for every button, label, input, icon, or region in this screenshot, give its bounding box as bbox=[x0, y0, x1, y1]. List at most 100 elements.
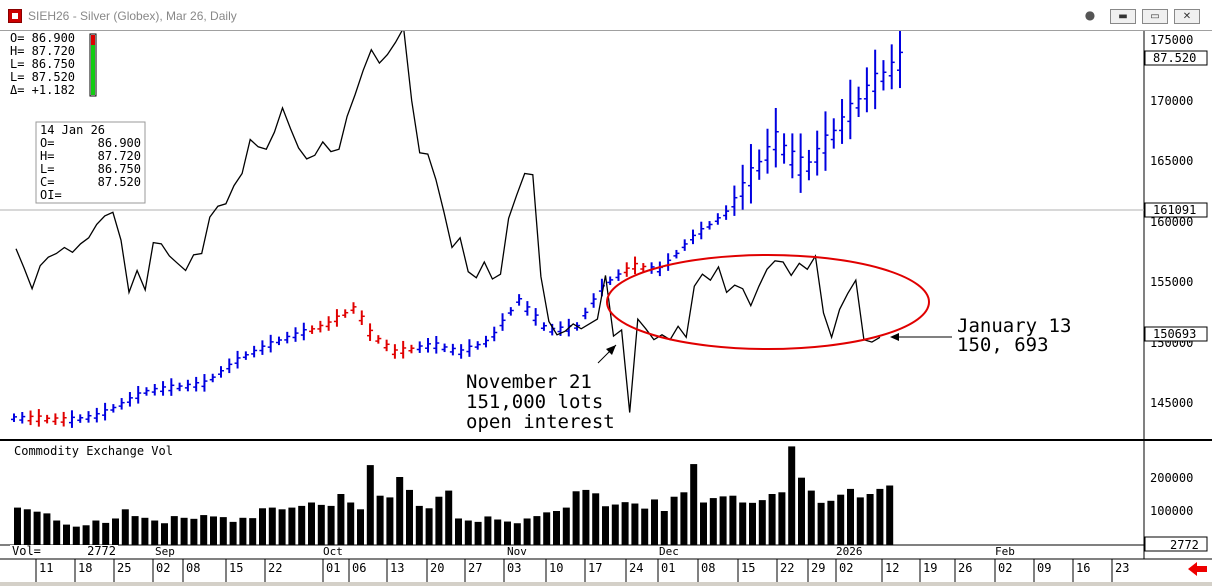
volume-bar bbox=[543, 512, 551, 545]
price-bar bbox=[847, 79, 854, 140]
volume-bar bbox=[121, 509, 129, 545]
volume-bar bbox=[474, 521, 482, 545]
close-button[interactable]: ✕ bbox=[1174, 9, 1200, 24]
price-axis[interactable]: 175000 170000 165000 160000 155000 15000… bbox=[1144, 33, 1208, 410]
volume-bar bbox=[817, 502, 825, 545]
open-interest-line bbox=[15, 25, 881, 413]
price-bar bbox=[408, 344, 415, 354]
day-tick-label: 15 bbox=[741, 561, 755, 575]
price-tick-155000: 155000 bbox=[1150, 275, 1193, 289]
window-titlebar: SIEH26 - Silver (Globex), Mar 26, Daily … bbox=[0, 0, 1212, 31]
volume-bar bbox=[876, 488, 884, 545]
day-tick-label: 24 bbox=[629, 561, 643, 575]
price-bar bbox=[193, 376, 200, 392]
day-tick-label: 29 bbox=[811, 561, 825, 575]
price-bar bbox=[491, 326, 498, 342]
price-bar bbox=[110, 404, 117, 413]
ohlc-corner-readout: O= 86.900 H= 87.720 L= 86.750 L= 87.520 … bbox=[10, 31, 97, 97]
volume-bar bbox=[190, 518, 198, 545]
day-tick-label: 16 bbox=[1076, 561, 1090, 575]
price-bar bbox=[309, 325, 316, 334]
minimize-button[interactable]: ▬ bbox=[1110, 9, 1136, 24]
price-bar bbox=[375, 335, 382, 344]
price-bar bbox=[540, 322, 547, 331]
info-val-l: 86.750 bbox=[98, 162, 141, 176]
info-key-h: H= bbox=[40, 149, 54, 163]
volume-bar bbox=[700, 502, 707, 545]
volume-bar bbox=[611, 504, 619, 545]
price-bar bbox=[126, 392, 133, 407]
price-bar bbox=[822, 111, 829, 171]
volume-bar bbox=[680, 492, 688, 545]
day-tick-label: 23 bbox=[1115, 561, 1129, 575]
volume-bar bbox=[709, 498, 717, 545]
corner-line-h: H= 87.720 bbox=[10, 44, 75, 58]
range-gauge-green bbox=[91, 45, 95, 95]
price-bar bbox=[102, 402, 109, 421]
price-bar bbox=[242, 351, 249, 360]
price-bar bbox=[292, 327, 299, 342]
price-tick-145000: 145000 bbox=[1150, 396, 1193, 410]
chart-window[interactable]: November 21 151,000 lots open interest J… bbox=[0, 25, 1212, 582]
price-bar bbox=[383, 339, 390, 352]
volume-bar bbox=[660, 511, 668, 545]
jan13-annotation: January 13 150, 693 bbox=[957, 315, 1071, 356]
price-bar bbox=[234, 350, 241, 369]
volume-bar bbox=[827, 500, 835, 545]
price-bar bbox=[325, 316, 332, 331]
info-box: 14 Jan 26 O= 86.900 H= 87.720 L= 86.750 … bbox=[35, 121, 146, 204]
price-bar bbox=[640, 263, 647, 272]
price-tick-165000: 165000 bbox=[1150, 154, 1193, 168]
scroll-left-arrow-icon[interactable] bbox=[1188, 562, 1207, 576]
price-bar bbox=[747, 144, 754, 204]
day-tick-label: 06 bbox=[352, 561, 366, 575]
price-bar bbox=[317, 320, 324, 333]
price-chart[interactable]: November 21 151,000 lots open interest J… bbox=[0, 25, 1212, 582]
volume-bar bbox=[376, 495, 384, 545]
volume-bar bbox=[807, 490, 815, 545]
volume-panel-title: Commodity Exchange Vol bbox=[14, 444, 173, 458]
volume-bar bbox=[249, 518, 257, 545]
volume-bar bbox=[278, 509, 286, 545]
price-bar bbox=[532, 308, 539, 326]
day-tick-label: 26 bbox=[958, 561, 972, 575]
volume-bar bbox=[219, 517, 227, 545]
open-interest-path bbox=[15, 25, 881, 413]
price-bar bbox=[60, 411, 67, 427]
day-tick-label: 11 bbox=[39, 561, 53, 575]
volume-bar bbox=[798, 477, 805, 545]
day-tick-label: 03 bbox=[507, 561, 521, 575]
price-bar bbox=[499, 313, 506, 331]
volume-bar bbox=[347, 502, 355, 545]
price-bar bbox=[607, 276, 614, 285]
volume-bar bbox=[729, 495, 737, 545]
price-bar bbox=[582, 307, 589, 320]
restore-button[interactable]: ▭ bbox=[1142, 9, 1168, 24]
volume-bar bbox=[651, 499, 658, 545]
price-bar bbox=[797, 133, 804, 193]
info-key-c: C= bbox=[40, 175, 54, 189]
day-tick-label: 02 bbox=[156, 561, 170, 575]
price-bar bbox=[615, 269, 622, 281]
price-bar bbox=[350, 302, 357, 314]
price-bar bbox=[805, 149, 812, 181]
price-bar bbox=[118, 398, 125, 410]
month-feb: Feb bbox=[995, 545, 1015, 558]
price-bar bbox=[218, 366, 225, 378]
volume-bar bbox=[92, 520, 100, 545]
price-bar bbox=[358, 310, 365, 326]
price-bar bbox=[474, 341, 481, 350]
price-bar bbox=[714, 213, 721, 225]
price-bar bbox=[516, 294, 523, 306]
volume-bar bbox=[435, 496, 443, 545]
price-bar bbox=[756, 149, 763, 180]
price-bar bbox=[52, 413, 59, 425]
date-axis[interactable]: Sep Oct Nov Dec 2026 Feb 11 18 25 02 08 15 22 0… bbox=[35, 545, 1129, 582]
volume-bar bbox=[14, 507, 21, 545]
price-bars bbox=[11, 28, 903, 428]
price-bar bbox=[789, 133, 796, 179]
price-bar bbox=[27, 410, 34, 426]
dot-icon[interactable]: ● bbox=[1084, 8, 1096, 22]
vol-readout-value: 2772 bbox=[87, 544, 116, 558]
price-bar bbox=[466, 339, 473, 357]
